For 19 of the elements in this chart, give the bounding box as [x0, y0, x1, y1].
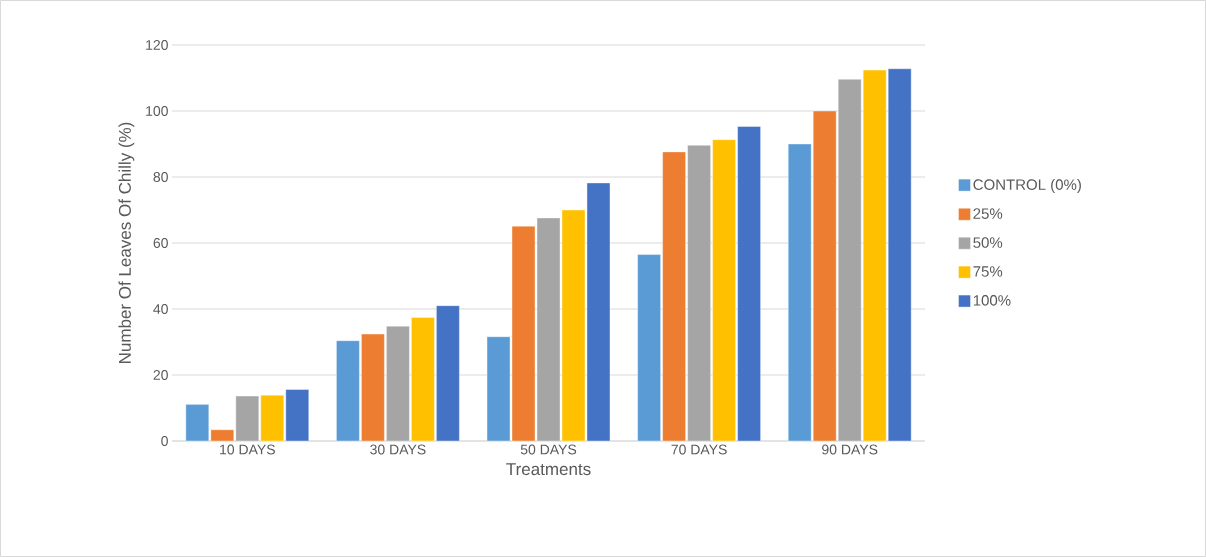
x-tick-label: 10 DAYS [220, 444, 275, 455]
x-axis-title: Treatments [506, 463, 591, 476]
y-tick-label: 20 [153, 370, 168, 380]
legend-label: 75% [973, 266, 1003, 277]
y-tick-label: 80 [153, 172, 168, 182]
legend-label: 100% [973, 295, 1011, 306]
x-tick-label: 30 DAYS [370, 444, 426, 455]
legend-label: CONTROL (0%) [973, 178, 1081, 193]
y-tick-label: 120 [146, 40, 168, 50]
y-tick-label: 40 [153, 304, 168, 314]
legend-label: 50% [973, 237, 1003, 248]
y-tick-label: 60 [153, 238, 168, 248]
x-tick-label: 90 DAYS [822, 444, 878, 455]
x-tick-label: 50 DAYS [520, 444, 577, 455]
y-tick-label: 100 [146, 106, 168, 116]
legend-label: 25% [973, 208, 1003, 219]
x-tick-label: 70 DAYS [671, 444, 727, 455]
y-tick-label: 0 [161, 436, 168, 446]
y-axis-title: Number Of Leaves Of Chilly (%) [118, 122, 135, 363]
